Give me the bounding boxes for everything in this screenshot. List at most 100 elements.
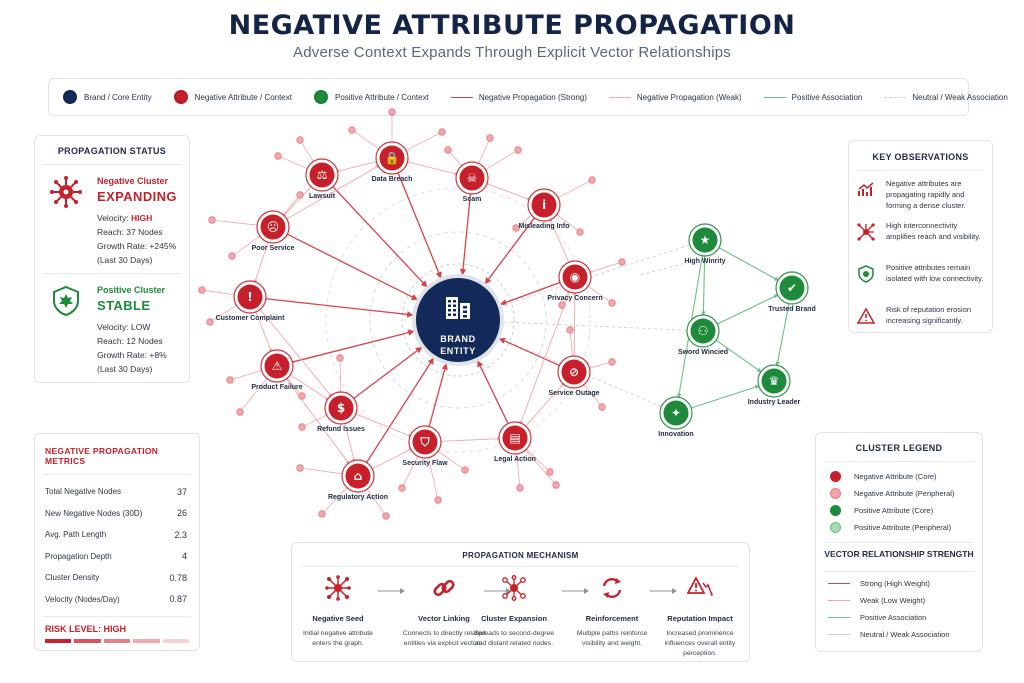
shield-check-icon: ✔ xyxy=(787,281,797,295)
neutral-edge xyxy=(503,321,688,331)
observation-item: Risk of reputation erosion increasing si… xyxy=(849,301,992,343)
metric-row: Velocity (Nodes/Day) 0.87 xyxy=(45,594,187,605)
peripheral-edge xyxy=(232,369,263,380)
negative-node-label: Security Flaw xyxy=(402,460,448,467)
building-icon xyxy=(446,297,470,319)
negative-node: ! xyxy=(233,280,267,314)
risk-segment xyxy=(45,639,72,643)
strong-edge xyxy=(499,281,561,306)
info-icon: i xyxy=(542,198,546,212)
positive-node: ★ xyxy=(688,223,722,257)
positive-node: ✦ xyxy=(659,396,693,430)
weak-edge xyxy=(259,308,332,397)
metric-row: Total Negative Nodes 37 xyxy=(45,486,187,497)
peripheral-edge xyxy=(214,219,259,226)
legend-item-negative: Negative Attribute / Context xyxy=(173,90,292,104)
arrow-right-icon xyxy=(650,588,677,594)
document-icon: ▤ xyxy=(509,431,520,445)
cluster-legend-item: Positive Attribute (Core) xyxy=(816,502,982,519)
positive-edge xyxy=(718,247,779,281)
observation-item: Positive attributes remain isolated with… xyxy=(849,259,992,301)
peripheral-edge xyxy=(304,414,328,427)
risk-bar xyxy=(35,634,199,643)
vector-legend-item: Weak (Low Weight) xyxy=(816,592,982,609)
negative-node: ☹ xyxy=(256,210,290,244)
mechanism-step: Negative Seed Initial negative attribute… xyxy=(296,575,380,649)
weak-edge xyxy=(406,161,459,176)
seed-icon xyxy=(325,575,351,601)
shield-leaf-icon xyxy=(53,285,79,317)
negative-node: ⛉ xyxy=(408,425,442,459)
peripheral-edge xyxy=(234,235,261,255)
cluster-legend-item: Negative Attribute (Peripheral) xyxy=(816,485,982,502)
positive-dot-icon xyxy=(313,90,328,104)
peripheral-node xyxy=(546,468,554,476)
key-observations-panel: KEY OBSERVATIONS Negative attributes are… xyxy=(848,140,993,333)
negative-cluster-stats: Velocity: HIGH Reach: 37 Nodes Growth Ra… xyxy=(97,213,177,265)
peripheral-edge xyxy=(402,455,419,486)
negative-cluster-name: Negative Cluster xyxy=(97,176,169,186)
peripheral-edge xyxy=(516,452,521,486)
peripheral-node xyxy=(608,358,616,366)
cluster-legend-panel: CLUSTER LEGEND Negative Attribute (Core)… xyxy=(815,432,983,652)
negative-cluster-status: Negative Cluster EXPANDING Velocity: HIG… xyxy=(35,165,189,273)
peripheral-node xyxy=(274,152,282,160)
positive-node-label: Innovation xyxy=(658,431,694,438)
peripheral-node xyxy=(552,481,560,489)
peripheral-edge xyxy=(525,448,549,471)
propagation-status-panel: PROPAGATION STATUS Negative Cluster EXPA… xyxy=(34,135,190,383)
velocity-high: HIGH xyxy=(131,213,153,223)
cluster-legend-item: Positive Attribute (Peripheral) xyxy=(816,519,982,536)
positive-edge xyxy=(691,384,760,409)
negative-node-label: Poor Service xyxy=(251,245,295,252)
observation-item: Negative attributes are propagating rapi… xyxy=(849,175,992,217)
weak-edge xyxy=(354,413,412,437)
divider xyxy=(857,170,984,171)
peripheral-node xyxy=(228,252,236,260)
negative-node-label: Refund Issues xyxy=(317,426,365,433)
divider xyxy=(302,566,739,567)
expansion-icon xyxy=(502,575,526,601)
positive-edge xyxy=(717,294,779,325)
peripheral-node xyxy=(296,191,304,199)
weak-edge xyxy=(285,377,350,465)
strong-edge xyxy=(366,357,434,463)
divider xyxy=(43,273,181,274)
strong-edge xyxy=(397,172,442,279)
mechanism-title: PROPAGATION MECHANISM xyxy=(462,551,579,560)
cluster-legend-title: CLUSTER LEGEND xyxy=(855,443,943,453)
negative-node: i xyxy=(527,188,561,222)
negative-node-label: Service Outage xyxy=(548,390,600,397)
shield-icon xyxy=(858,265,874,283)
legend-item-neutral: Neutral / Weak Association xyxy=(884,93,1008,102)
peripheral-edge xyxy=(589,262,620,273)
peripheral-node xyxy=(444,146,452,154)
weak-edge xyxy=(549,218,570,264)
frown-icon: ☹ xyxy=(267,220,280,234)
peripheral-edge xyxy=(301,142,315,163)
legend-item-neg-weak: Negative Propagation (Weak) xyxy=(608,93,742,102)
negative-core-dot-icon xyxy=(830,471,841,482)
peripheral-node xyxy=(348,126,356,134)
brand-dot-icon xyxy=(63,90,77,104)
positive-node: ♛ xyxy=(757,364,791,398)
peripheral-edge xyxy=(562,290,570,303)
peripheral-edge xyxy=(524,449,555,484)
vector-legend-item: Neutral / Weak Association xyxy=(816,626,982,643)
risk-segment xyxy=(133,639,160,643)
weak-edge xyxy=(289,373,330,401)
positive-edge xyxy=(775,303,790,367)
positive-cluster-state: STABLE xyxy=(97,298,151,313)
peripheral-node xyxy=(486,134,494,142)
bank-icon: ⌂ xyxy=(354,469,363,483)
negative-node-label: Regulatory Action xyxy=(327,494,389,501)
negative-node-label: Legal Action xyxy=(494,456,536,463)
weak-edge xyxy=(335,161,378,173)
mechanism-step: Reinforcement Multiple paths reinforce v… xyxy=(570,575,654,649)
peripheral-node xyxy=(516,484,524,492)
mechanism-step: Cluster Expansion Spreads to second-degr… xyxy=(472,575,556,649)
peripheral-node xyxy=(296,464,304,472)
negative-dot-icon xyxy=(173,90,188,104)
arrow-right-icon xyxy=(378,588,405,594)
